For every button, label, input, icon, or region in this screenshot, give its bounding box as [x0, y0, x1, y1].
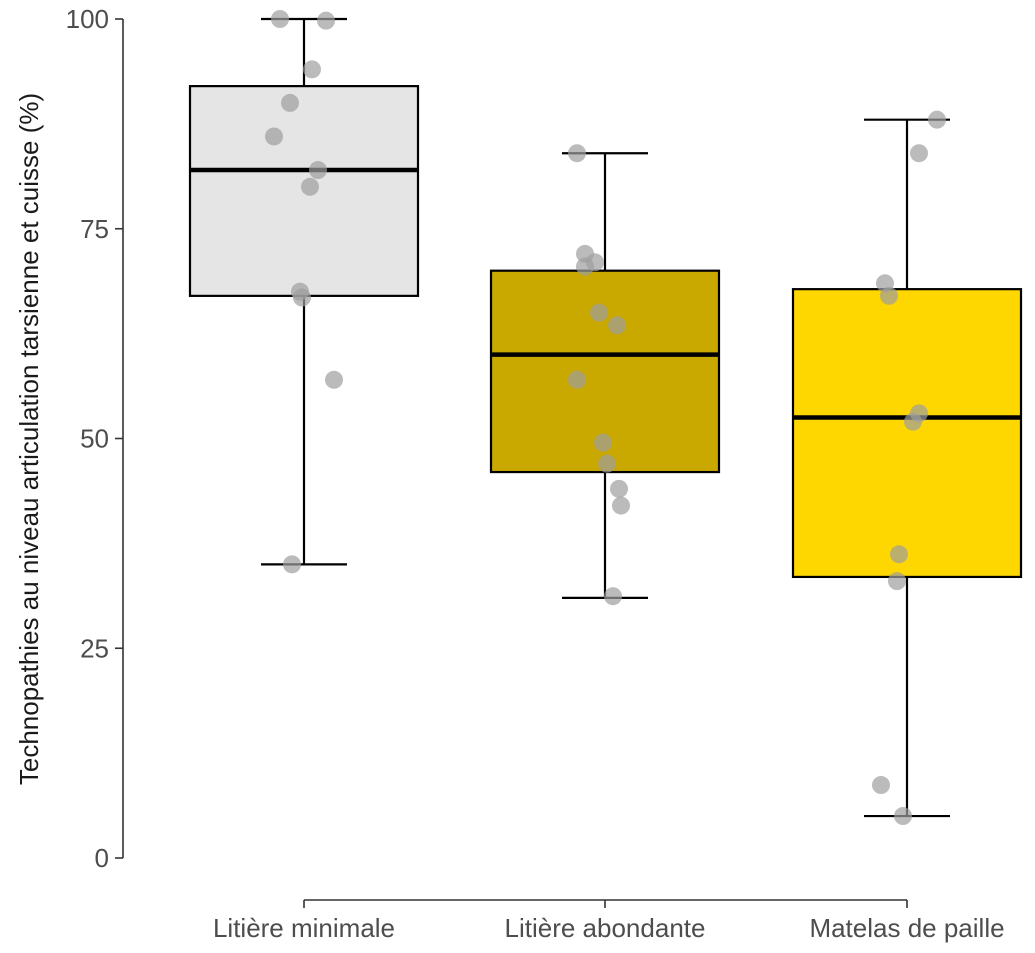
boxes [188, 17, 1023, 818]
x-axis: Litière minimale Litière abondante Matelas… [213, 899, 1005, 943]
data-point [325, 370, 343, 389]
y-tick-label: 0 [95, 843, 109, 873]
data-point [271, 10, 289, 28]
data-point [303, 60, 321, 79]
data-point [910, 144, 928, 163]
x-tick-label: Litière abondante [505, 913, 706, 943]
box-iqr [791, 288, 1023, 579]
data-point [610, 479, 628, 498]
data-point [890, 545, 908, 564]
data-point [590, 303, 608, 322]
data-point [880, 286, 898, 305]
y-tick-label: 100 [66, 4, 109, 34]
data-point [928, 110, 946, 129]
x-tick-label: Litière minimale [213, 913, 395, 943]
data-point [594, 433, 612, 452]
data-point [568, 370, 586, 389]
data-point [604, 587, 622, 606]
data-point [265, 127, 283, 146]
data-point [568, 144, 586, 163]
y-tick-label: 25 [80, 633, 109, 663]
data-point [281, 93, 299, 112]
x-tick-label: Matelas de paille [809, 913, 1004, 943]
data-point [317, 11, 335, 30]
data-point [888, 572, 906, 591]
data-point [283, 555, 301, 574]
y-axis-title: Technopathies au niveau articulation tar… [14, 93, 44, 785]
y-axis: 0 25 50 75 100 [66, 4, 124, 873]
data-points [265, 10, 946, 826]
data-point [576, 257, 594, 276]
data-point [301, 177, 319, 196]
data-point [309, 161, 327, 180]
y-tick-label: 50 [80, 424, 109, 454]
data-point [608, 316, 626, 335]
data-point [872, 776, 890, 795]
data-point [904, 412, 922, 431]
data-point [612, 496, 630, 515]
data-point [894, 807, 912, 826]
box-2 [489, 152, 721, 600]
data-point [293, 288, 311, 307]
box-3 [791, 118, 1023, 818]
data-point [598, 454, 616, 473]
y-tick-label: 75 [80, 214, 109, 244]
